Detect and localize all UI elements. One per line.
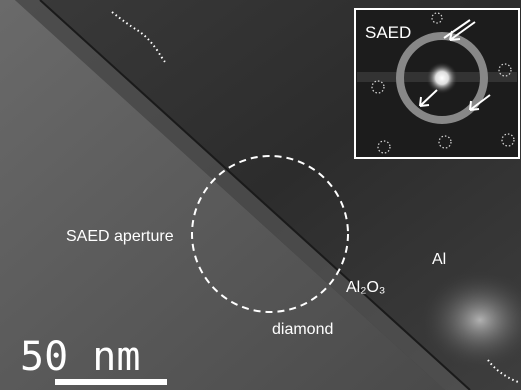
central-spot: [426, 62, 458, 94]
scale-bar: [55, 379, 167, 385]
oxide-label: Al₂O₃: [346, 279, 385, 296]
inset-label: SAED: [365, 23, 411, 42]
micrograph: SAED SAED aperture Al Al₂O₃ diamond 50 n…: [0, 0, 521, 390]
diamond-label: diamond: [272, 321, 333, 338]
scale-label: 50 nm: [20, 334, 140, 380]
aperture-label: SAED aperture: [66, 228, 174, 245]
al-label: Al: [432, 251, 446, 268]
saed-inset: SAED: [355, 9, 519, 158]
